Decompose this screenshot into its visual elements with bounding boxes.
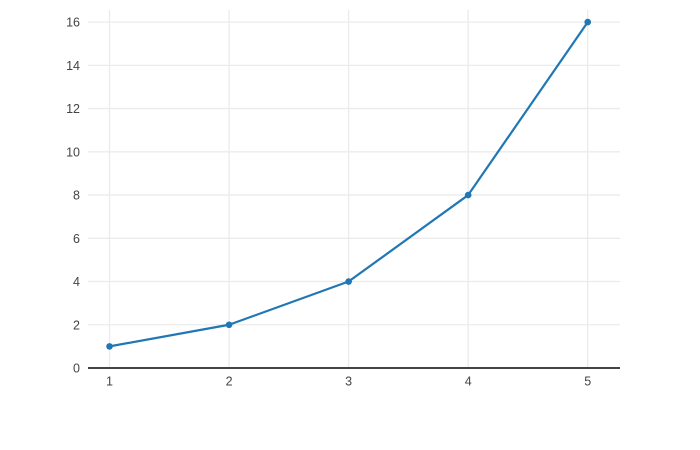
data-point[interactable] [584, 18, 592, 26]
y-tick-label: 14 [66, 59, 80, 73]
y-tick-label: 4 [73, 275, 80, 289]
data-point[interactable] [106, 343, 113, 350]
y-tick-label: 16 [66, 16, 80, 30]
y-tick-label: 2 [73, 318, 80, 332]
y-tick-label: 8 [73, 189, 80, 203]
x-tick-label: 4 [465, 375, 472, 389]
plot-area[interactable] [88, 10, 620, 368]
y-tick-label: 0 [73, 362, 80, 376]
x-tick-label: 1 [106, 375, 113, 389]
y-tick-label: 10 [66, 145, 80, 159]
data-point[interactable] [225, 321, 233, 329]
y-tick-label: 6 [73, 232, 80, 246]
y-tick-label: 12 [66, 102, 80, 116]
data-point[interactable] [464, 191, 472, 199]
data-point[interactable] [345, 278, 352, 285]
x-tick-label: 5 [584, 375, 591, 389]
x-tick-label: 3 [345, 375, 352, 389]
x-tick-label: 2 [226, 375, 233, 389]
